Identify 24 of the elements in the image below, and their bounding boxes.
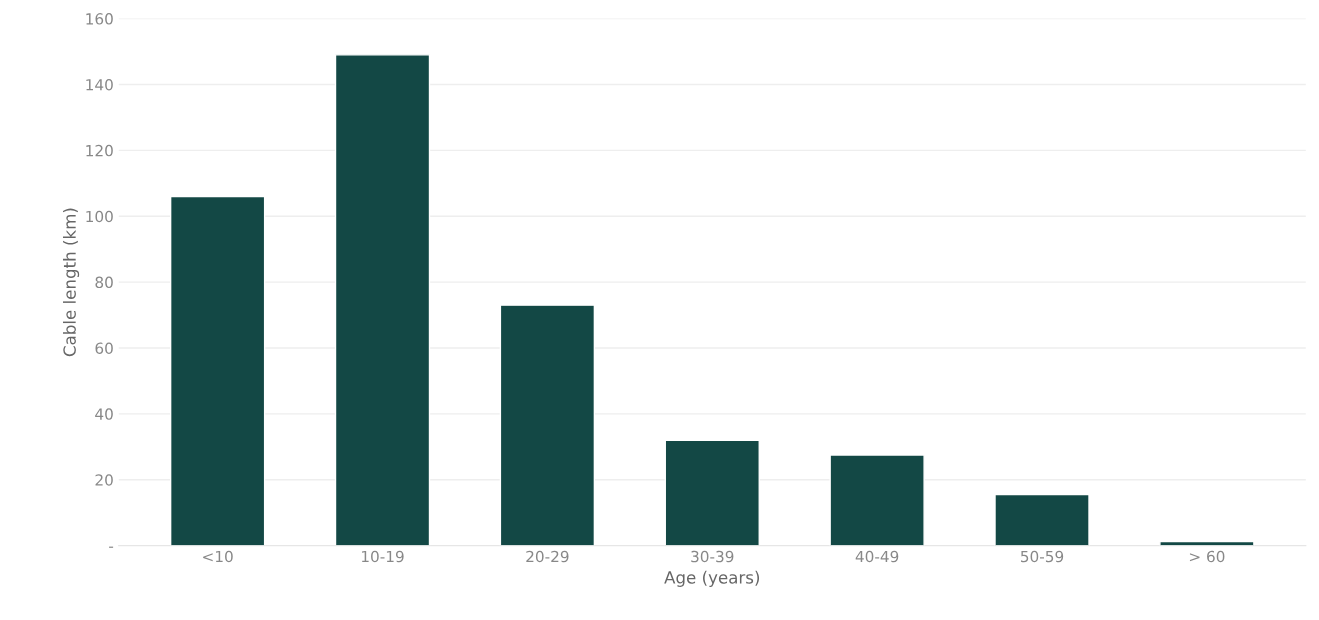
x-tick-label: 40-49 bbox=[855, 550, 899, 563]
x-tick-label: 20-29 bbox=[526, 550, 569, 563]
x-tick-label: 10-19 bbox=[361, 550, 404, 563]
x-axis-title: Age (years) bbox=[664, 570, 760, 587]
y-tick-label: 40 bbox=[95, 408, 113, 420]
y-tick-label: 120 bbox=[86, 144, 113, 157]
x-tick-label: <10 bbox=[203, 550, 233, 563]
bar bbox=[499, 304, 596, 546]
bar bbox=[829, 454, 925, 546]
y-axis-title: Cable length (km) bbox=[63, 208, 80, 357]
bar bbox=[169, 195, 266, 546]
x-tick-label: > 60 bbox=[1189, 550, 1225, 563]
y-tick-label: 80 bbox=[95, 276, 113, 289]
y-tick-label: 160 bbox=[86, 13, 113, 25]
y-tick-label: 100 bbox=[86, 210, 113, 223]
x-tick-label: 50-59 bbox=[1020, 550, 1064, 563]
y-tick-label: - bbox=[109, 546, 114, 548]
y-tick-label: 20 bbox=[95, 474, 113, 486]
bar bbox=[664, 439, 760, 546]
bar bbox=[994, 493, 1090, 546]
x-tick-label: 30-39 bbox=[691, 550, 734, 563]
y-tick-label: 140 bbox=[86, 78, 113, 91]
bar bbox=[334, 54, 431, 546]
y-tick-label: 60 bbox=[95, 342, 113, 354]
